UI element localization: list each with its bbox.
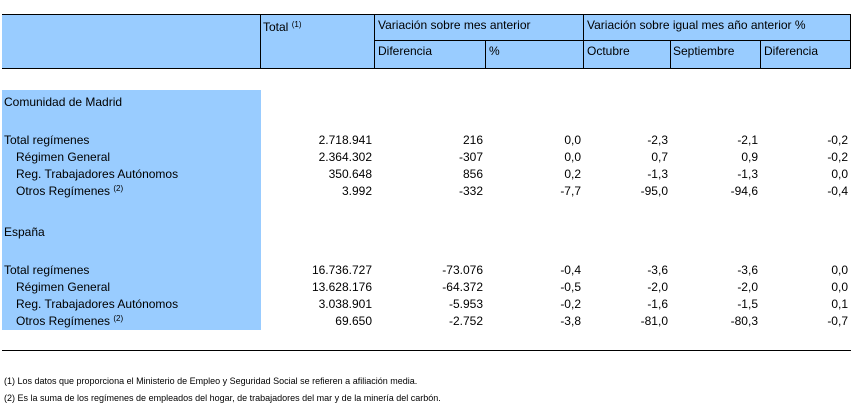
cell-diferencia: -332 (458, 184, 483, 198)
cell-diferencia-2: -0,4 (827, 184, 848, 198)
header-group-anio-anterior: Variación sobre igual mes año anterior % (587, 18, 806, 32)
cell-septiembre: -94,6 (730, 184, 758, 198)
cell-total: 13.628.176 (311, 280, 372, 294)
cell-septiembre: -2,1 (737, 133, 758, 147)
cell-pct: 0,0 (564, 150, 581, 164)
cell-septiembre: -80,3 (730, 314, 758, 328)
row-label: Reg. Trabajadores Autónomos (16, 297, 179, 311)
cell-octubre: -2,0 (647, 280, 668, 294)
label-column (2, 90, 261, 330)
header-diferencia-2: Diferencia (764, 44, 819, 58)
cell-diferencia-2: -0,2 (827, 133, 848, 147)
header-divider (374, 14, 375, 69)
header-diferencia: Diferencia (378, 44, 433, 58)
cell-octubre: -81,0 (640, 314, 668, 328)
cell-diferencia: -64.372 (442, 280, 483, 294)
cell-octubre: 0,7 (651, 150, 668, 164)
section-title: Comunidad de Madrid (4, 95, 123, 109)
cell-octubre: -2,3 (647, 133, 668, 147)
row-label: Reg. Trabajadores Autónomos (16, 167, 179, 181)
row-label: Total regímenes (4, 263, 90, 277)
cell-total: 16.736.727 (311, 263, 372, 277)
cell-pct: -0,4 (560, 263, 581, 277)
header-divider (485, 40, 486, 69)
cell-septiembre: -1,3 (737, 167, 758, 181)
header-top-border (2, 14, 851, 15)
header-mid-border (374, 40, 851, 41)
cell-pct: -0,5 (560, 280, 581, 294)
row-label: Otros Regímenes (2) (16, 314, 124, 328)
cell-diferencia: -307 (458, 150, 483, 164)
cell-pct: 0,0 (564, 133, 581, 147)
cell-diferencia: 216 (462, 133, 483, 147)
cell-pct: -0,2 (560, 297, 581, 311)
cell-diferencia: -73.076 (442, 263, 483, 277)
cell-diferencia-2: 0,1 (831, 297, 848, 311)
row-label: Otros Regímenes (2) (16, 184, 124, 198)
header-total: Total (1) (263, 20, 301, 34)
header-bottom-border (2, 68, 851, 69)
table-header (2, 14, 850, 69)
cell-pct: -3,8 (560, 314, 581, 328)
cell-pct: 0,2 (564, 167, 581, 181)
cell-septiembre: -1,5 (737, 297, 758, 311)
table-bottom-border (2, 350, 851, 351)
row-label: Régimen General (16, 280, 111, 294)
row-note: (2) (113, 184, 124, 193)
row-note: (2) (113, 314, 124, 323)
row-label: Régimen General (16, 150, 111, 164)
cell-total: 3.992 (341, 184, 372, 198)
cell-diferencia-2: 0,0 (831, 263, 848, 277)
header-total-note: (1) (291, 20, 302, 29)
cell-total: 69.650 (335, 314, 372, 328)
cell-diferencia-2: -0,2 (827, 150, 848, 164)
cell-septiembre: -3,6 (737, 263, 758, 277)
header-total-label: Total (263, 20, 289, 34)
cell-octubre: -95,0 (640, 184, 668, 198)
header-group-mes-anterior: Variación sobre mes anterior (378, 18, 531, 32)
cell-total: 3.038.901 (318, 297, 372, 311)
cell-total: 2.718.941 (318, 133, 372, 147)
header-divider (670, 40, 671, 69)
row-label: Total regímenes (4, 133, 90, 147)
cell-septiembre: 0,9 (741, 150, 758, 164)
header-divider (850, 14, 851, 69)
cell-octubre: -3,6 (647, 263, 668, 277)
cell-diferencia: -2.752 (448, 314, 483, 328)
header-octubre: Octubre (587, 44, 630, 58)
header-pct: % (489, 44, 500, 58)
section-title: España (4, 225, 45, 239)
cell-diferencia: -5.953 (448, 297, 483, 311)
cell-octubre: -1,6 (647, 297, 668, 311)
cell-total: 2.364.302 (318, 150, 372, 164)
cell-septiembre: -2,0 (737, 280, 758, 294)
cell-diferencia-2: 0,0 (831, 167, 848, 181)
cell-pct: -7,7 (560, 184, 581, 198)
header-divider (583, 14, 584, 69)
header-divider (260, 14, 261, 69)
footnote-1: (1) Los datos que proporciona el Ministe… (4, 376, 418, 386)
cell-diferencia-2: -0,7 (827, 314, 848, 328)
footnote-2: (2) Es la suma de los regímenes de emple… (4, 393, 441, 403)
cell-diferencia: 856 (462, 167, 483, 181)
cell-total: 350.648 (328, 167, 372, 181)
cell-octubre: -1,3 (647, 167, 668, 181)
header-septiembre: Septiembre (673, 44, 735, 58)
header-divider (760, 40, 761, 69)
cell-diferencia-2: 0,0 (831, 280, 848, 294)
